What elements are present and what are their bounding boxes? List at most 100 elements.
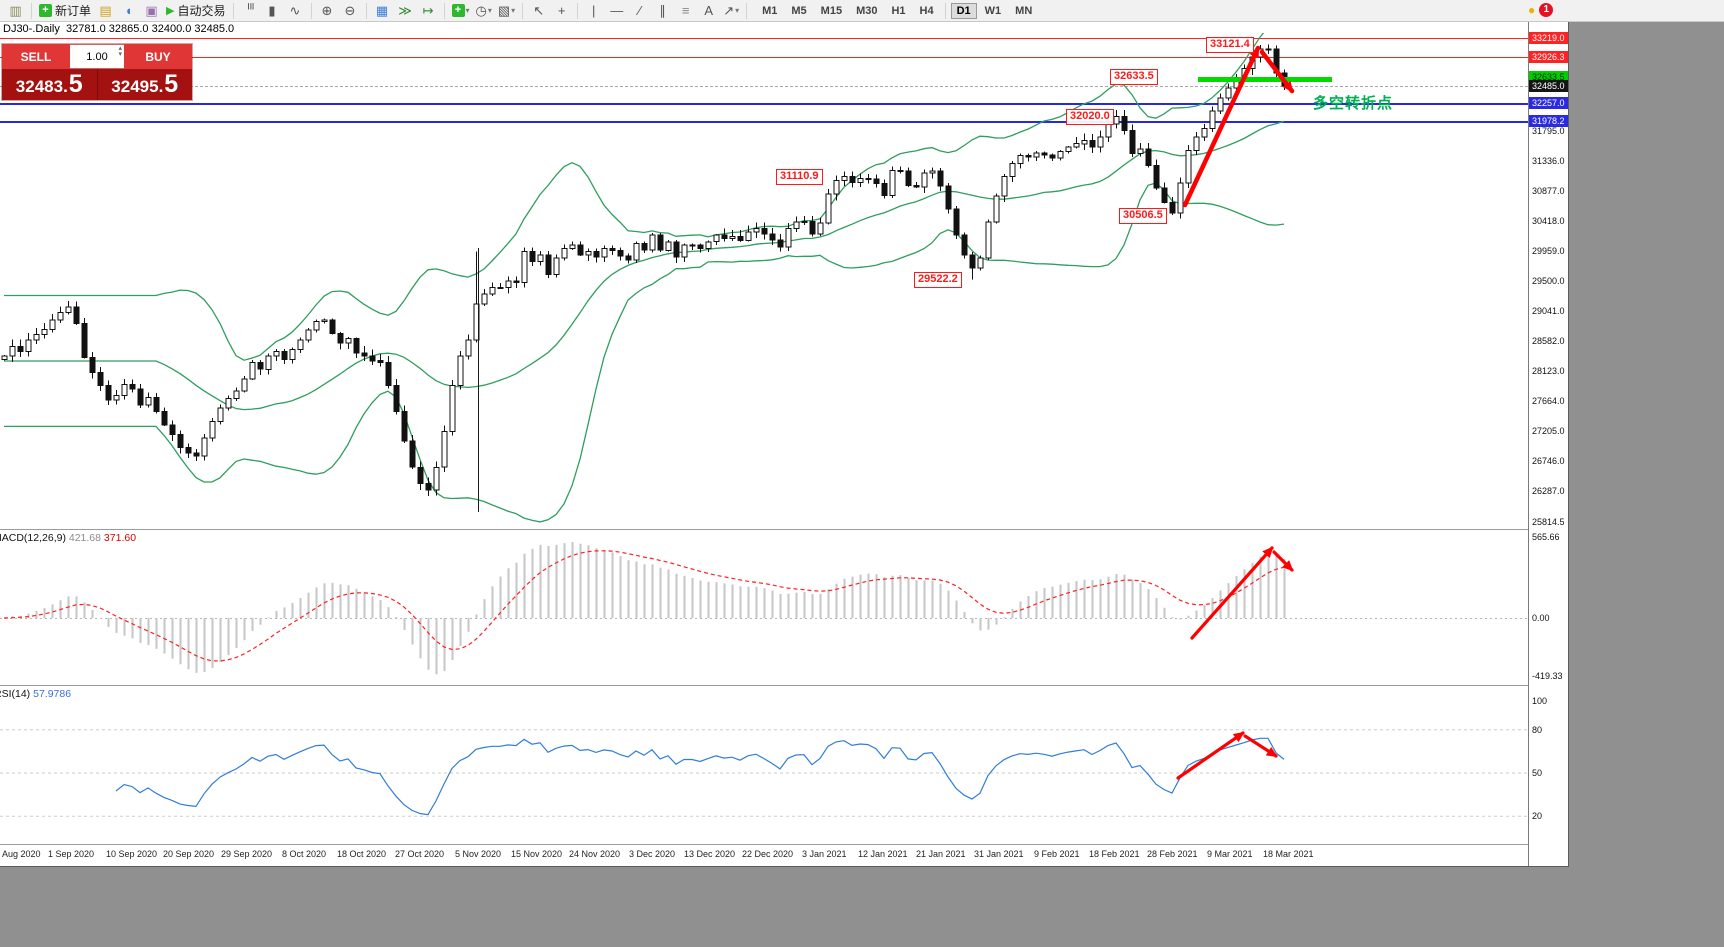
- cursor-tool-icon[interactable]: ↖: [533, 2, 545, 18]
- macd-axis-label: 0.00: [1532, 613, 1550, 623]
- timeframe-h4[interactable]: H4: [919, 4, 934, 17]
- macd-indicator-label: MACD(12,26,9) 421.68 371.60: [0, 532, 136, 544]
- channel-tool-icon[interactable]: ∥: [659, 2, 666, 18]
- timeframe-w1[interactable]: W1: [984, 4, 1002, 17]
- price-callout: 30506.5: [1119, 208, 1167, 224]
- rsi-indicator-label: RSI(14) 57.9786: [0, 688, 71, 700]
- timeframe-d1[interactable]: D1: [950, 2, 977, 19]
- history-center-icon[interactable]: ▤: [99, 2, 112, 18]
- plus-icon: +: [39, 4, 52, 17]
- timeframe-mn[interactable]: MN: [1015, 4, 1033, 17]
- chart-window-icon[interactable]: ▥: [9, 2, 22, 18]
- date-label: 28 Feb 2021: [1147, 849, 1198, 859]
- price-axis[interactable]: 31795.0 31336.0 30877.0 30418.0 29959.0 29500…: [1528, 22, 1568, 866]
- lot-spinner[interactable]: ▴ ▾: [118, 45, 122, 58]
- date-label: 9 Feb 2021: [1034, 849, 1080, 859]
- timeframe-m1[interactable]: M1: [762, 4, 778, 17]
- rsi-axis-label: 20: [1532, 811, 1543, 821]
- date-label: 3 Dec 2020: [629, 849, 676, 859]
- rsi-value: 57.9786: [33, 688, 72, 700]
- date-label: 24 Nov 2020: [569, 849, 621, 859]
- notification-badge[interactable]: 1: [1539, 3, 1554, 17]
- bar-chart-type-icon[interactable]: ≡: [243, 2, 258, 10]
- price-level-axis-label: 33219.0: [1529, 32, 1568, 44]
- periods-button[interactable]: ◷ ▾: [474, 2, 494, 20]
- price-level-line: [0, 38, 1528, 39]
- candlestick-chart-type-icon[interactable]: ▮: [268, 2, 276, 18]
- fibonacci-tool-icon[interactable]: ≡: [681, 3, 690, 18]
- toolbar-separator: [365, 2, 367, 19]
- macd-panel-plot[interactable]: [0, 530, 1528, 686]
- date-label: 3 Jan 2021: [802, 849, 847, 859]
- sell-button[interactable]: SELL: [2, 44, 70, 69]
- panel-separator[interactable]: [0, 529, 1568, 530]
- timeframe-m30[interactable]: M30: [856, 4, 878, 17]
- lot-decrease-icon[interactable]: ▾: [118, 51, 122, 58]
- macd-signal-line: [3, 550, 1285, 662]
- horizontal-line-tool-icon[interactable]: —: [610, 3, 624, 18]
- chevron-down-icon: ▾: [487, 6, 492, 15]
- zoom-out-icon[interactable]: ⊖: [344, 2, 356, 18]
- price-level-line: [0, 121, 1528, 123]
- alert-icon[interactable]: ●: [1528, 3, 1536, 17]
- date-label: 15 Nov 2020: [511, 849, 563, 859]
- bollinger-band: [4, 120, 1285, 411]
- crosshair-tool-icon[interactable]: +: [557, 3, 566, 18]
- chat-icon[interactable]: ◖: [124, 3, 133, 18]
- date-label: 9 Mar 2021: [1207, 849, 1253, 859]
- lot-increase-icon[interactable]: ▴: [118, 45, 122, 52]
- new-order-button[interactable]: + 新订单: [37, 2, 93, 20]
- tile-windows-icon[interactable]: ▦: [375, 2, 389, 18]
- sell-price[interactable]: 32483.5: [2, 69, 98, 100]
- trendline-tool-icon[interactable]: ∕: [638, 3, 641, 18]
- news-icon[interactable]: ▣: [145, 2, 158, 18]
- price-tick-label: 27205.0: [1532, 426, 1565, 436]
- date-label: Aug 2020: [2, 849, 41, 859]
- rsi-panel-plot[interactable]: [0, 686, 1528, 845]
- price-tick-label: 30877.0: [1532, 186, 1565, 196]
- turning-point-annotation: 多空转折点: [1313, 95, 1394, 112]
- panel-separator[interactable]: [0, 685, 1568, 686]
- template-icon: ▧: [497, 2, 511, 18]
- auto-scroll-icon[interactable]: ≫: [398, 2, 412, 18]
- price-tick-label: 31336.0: [1532, 156, 1565, 166]
- timeframe-h1[interactable]: H1: [891, 4, 906, 17]
- arrows-tool-button[interactable]: ↗ ▾: [721, 2, 741, 20]
- support-zone-highlight: [1198, 77, 1332, 82]
- date-axis[interactable]: Aug 2020 1 Sep 2020 10 Sep 2020 20 Sep 2020…: [0, 845, 1528, 866]
- toolbar-separator: [31, 2, 32, 19]
- timeframe-m5[interactable]: M5: [791, 4, 807, 17]
- toolbar-separator: [746, 2, 748, 19]
- buy-price[interactable]: 32495.5: [111, 70, 179, 98]
- chevron-down-icon: ▾: [735, 6, 740, 15]
- macd-signal-value: 371.60: [103, 532, 137, 544]
- bollinger-band: [4, 33, 1265, 361]
- vertical-line-tool-icon[interactable]: |: [591, 3, 596, 18]
- indicators-button[interactable]: + ▾: [450, 2, 472, 20]
- line-chart-type-icon[interactable]: ∿: [289, 2, 301, 18]
- buy-button[interactable]: BUY: [124, 44, 192, 69]
- date-label: 13 Dec 2020: [684, 849, 736, 859]
- date-label: 1 Sep 2020: [48, 849, 95, 859]
- autotrade-button[interactable]: ▶ 自动交易: [164, 2, 227, 20]
- chart-window[interactable]: DJ30-.Daily 32781.0 32865.0 32400.0 3248…: [0, 22, 1569, 867]
- price-tick-label: 30418.0: [1532, 216, 1565, 226]
- price-level-line: [0, 103, 1528, 105]
- zoom-in-icon[interactable]: ⊕: [321, 2, 333, 18]
- chart-shift-icon[interactable]: ↦: [422, 2, 434, 18]
- price-tick-label: 31795.0: [1532, 126, 1565, 136]
- trend-arrow: [1176, 731, 1245, 780]
- timeframe-m15[interactable]: M15: [820, 4, 843, 17]
- one-click-trading-panel: SELL 1.00 ▴ ▾ BUY 32483.5 32495.5: [2, 44, 192, 100]
- play-icon: ▶: [166, 5, 175, 17]
- macd-axis-label: 565.66: [1532, 532, 1560, 542]
- templates-button[interactable]: ▧ ▾: [496, 2, 517, 20]
- rsi-axis-label: 50: [1532, 768, 1543, 778]
- lot-size-input[interactable]: 1.00 ▴ ▾: [70, 44, 124, 69]
- text-tool-icon[interactable]: A: [704, 3, 714, 18]
- date-label: 31 Jan 2021: [974, 849, 1024, 859]
- date-label: 18 Mar 2021: [1263, 849, 1314, 859]
- main-price-plot[interactable]: [0, 33, 1528, 530]
- date-label: 5 Nov 2020: [455, 849, 502, 859]
